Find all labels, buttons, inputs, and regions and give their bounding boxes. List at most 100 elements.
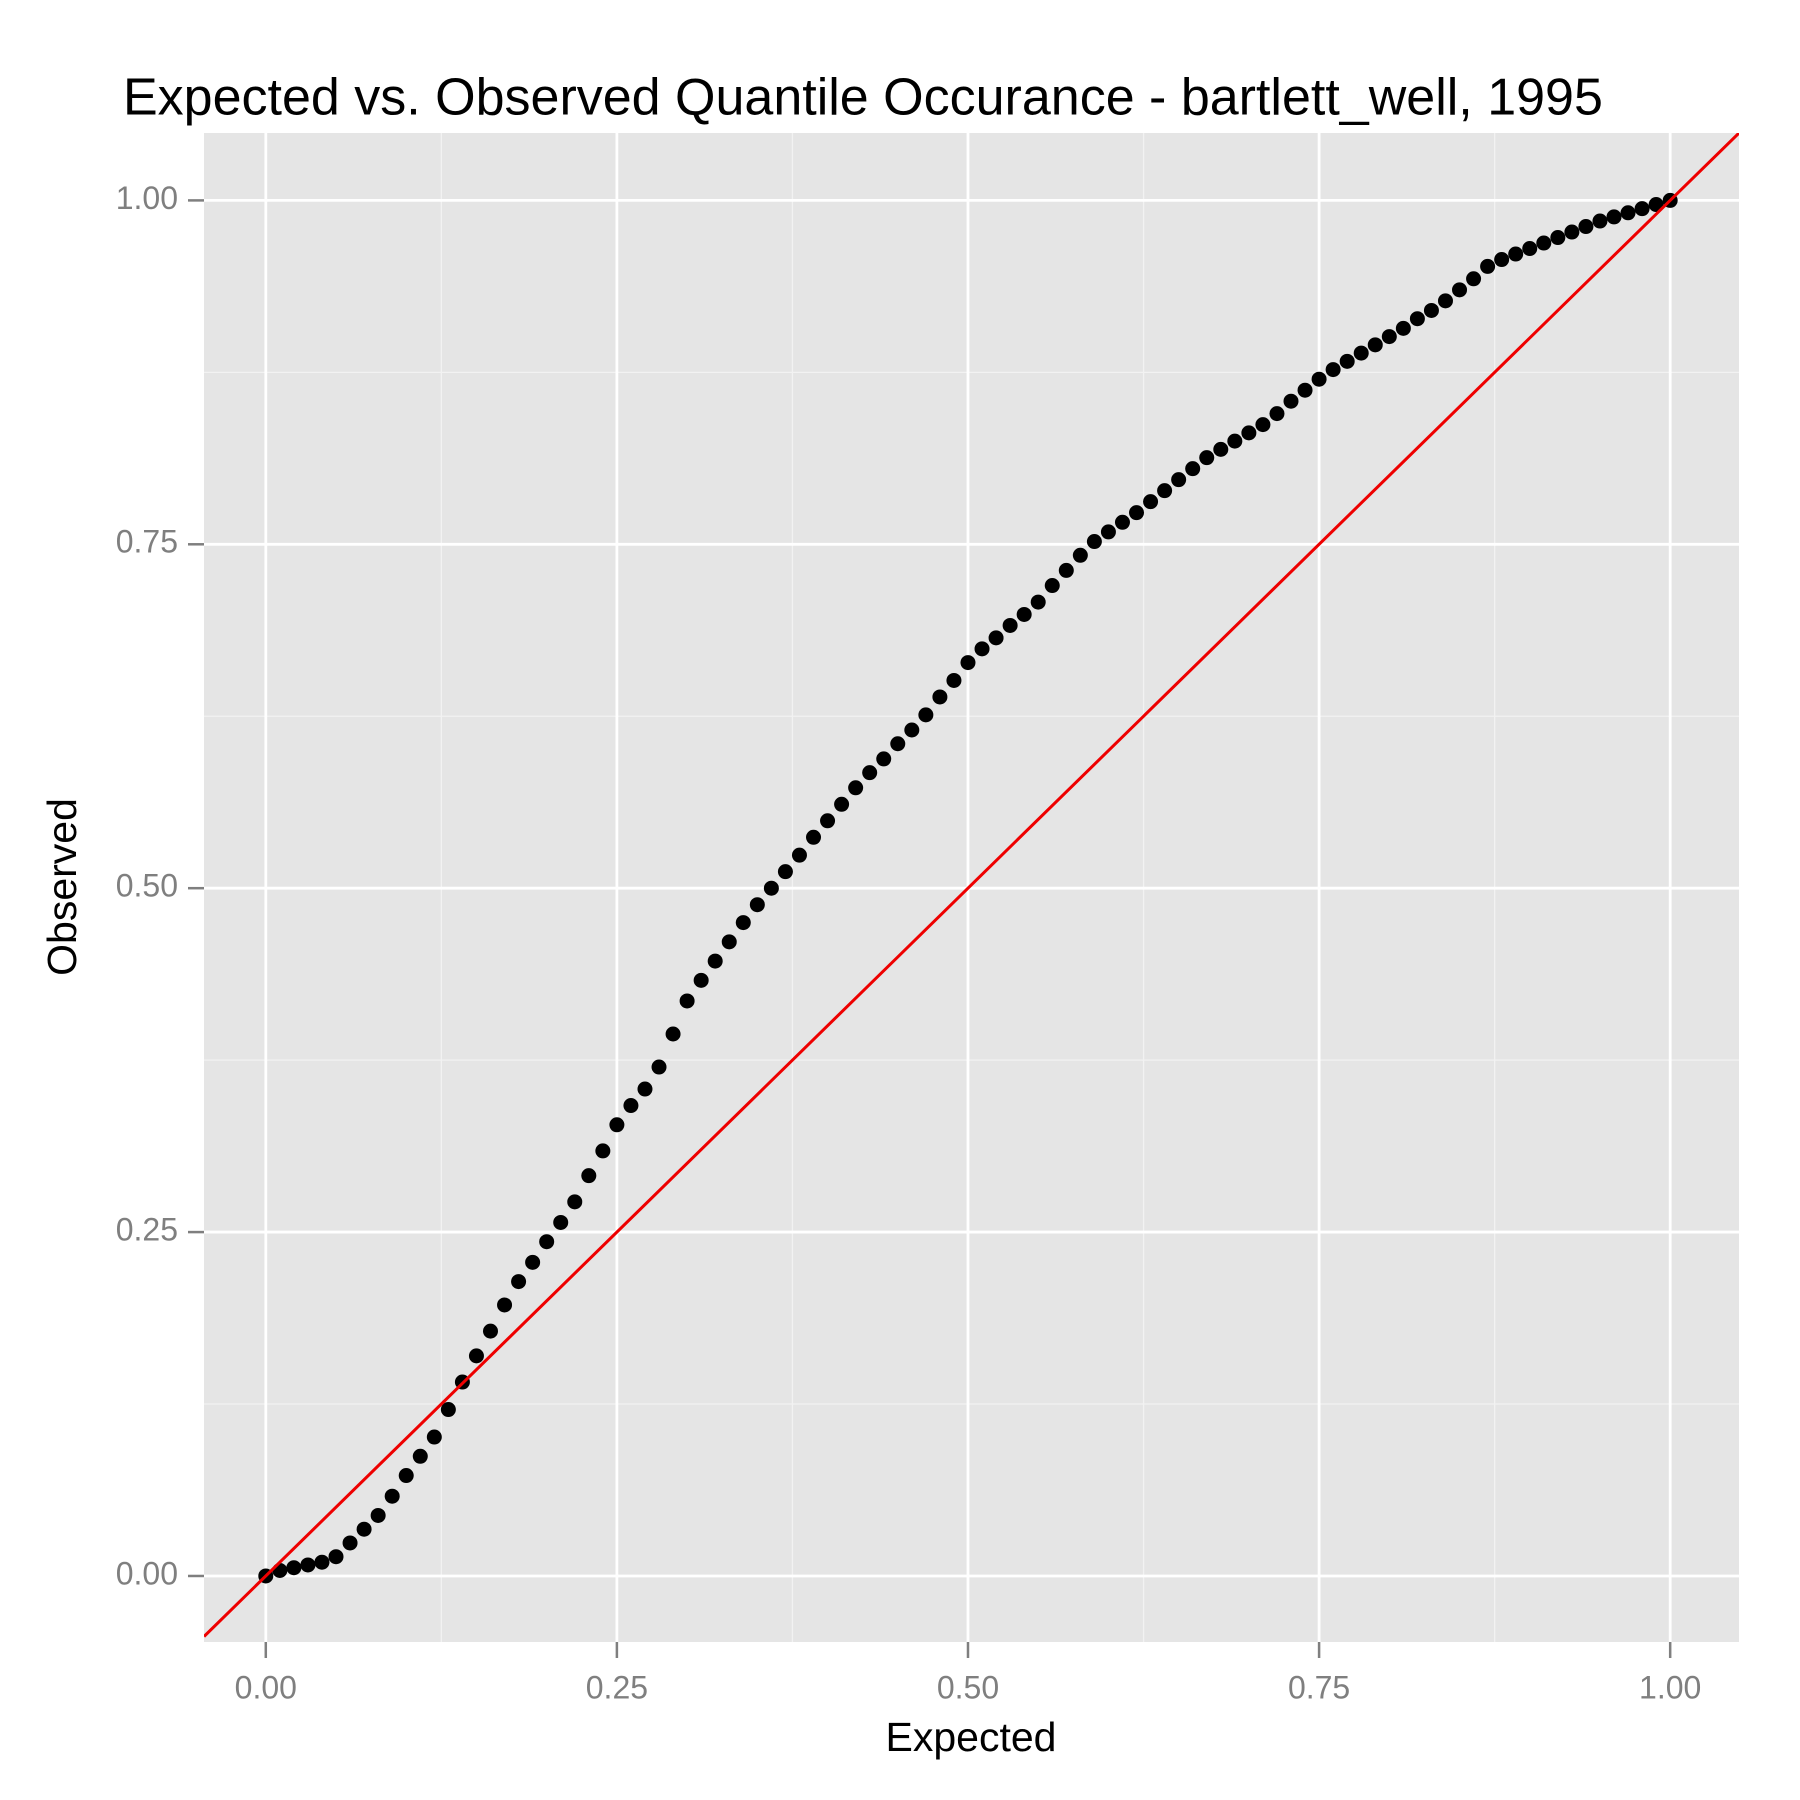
point: [1199, 450, 1215, 466]
point: [609, 1117, 625, 1133]
point: [553, 1214, 569, 1230]
point: [1114, 514, 1130, 530]
point: [749, 897, 765, 913]
point: [1002, 617, 1018, 633]
point: [890, 736, 906, 752]
point: [820, 813, 836, 829]
point: [1030, 594, 1046, 610]
point: [791, 847, 807, 863]
point: [300, 1557, 316, 1573]
x-axis-title: Expected: [886, 1714, 1057, 1760]
point: [1634, 201, 1650, 217]
point: [1522, 241, 1538, 257]
point: [370, 1507, 386, 1523]
point: [988, 630, 1004, 646]
point: [1241, 425, 1257, 441]
point: [693, 972, 709, 988]
point: [1072, 547, 1088, 563]
point: [567, 1194, 583, 1210]
point: [412, 1448, 428, 1464]
point: [525, 1254, 541, 1270]
point: [272, 1562, 288, 1578]
point: [848, 780, 864, 796]
x-tick-label: 1.00: [1639, 1669, 1701, 1705]
point: [581, 1168, 597, 1184]
point: [806, 829, 822, 845]
point: [1086, 534, 1102, 550]
point: [834, 796, 850, 812]
point: [679, 993, 695, 1009]
point: [1157, 483, 1173, 499]
point: [1143, 494, 1159, 510]
point: [1367, 337, 1383, 353]
point: [1452, 282, 1468, 298]
point: [763, 880, 779, 896]
reference-line: [204, 133, 1739, 1638]
point: [1044, 578, 1060, 594]
plot-layer: [204, 133, 1739, 1638]
y-tick-label: 1.00: [116, 180, 178, 216]
point: [1395, 320, 1411, 336]
point: [286, 1560, 302, 1576]
point: [468, 1348, 484, 1364]
point: [1185, 461, 1201, 477]
point: [1592, 213, 1608, 229]
point: [539, 1234, 555, 1250]
point: [637, 1081, 653, 1097]
y-tick-label: 0.25: [116, 1212, 178, 1248]
point: [1550, 230, 1566, 246]
point: [946, 672, 962, 688]
point: [1508, 246, 1524, 262]
point: [777, 864, 793, 880]
point: [342, 1535, 358, 1551]
point: [1480, 258, 1496, 274]
point: [735, 915, 751, 931]
point: [1171, 472, 1187, 488]
point: [314, 1554, 330, 1570]
point: [440, 1402, 456, 1418]
point: [918, 707, 934, 723]
point: [1536, 235, 1552, 251]
point: [328, 1549, 344, 1565]
x-tick-label: 0.00: [235, 1669, 297, 1705]
point: [1325, 362, 1341, 378]
point: [398, 1468, 414, 1484]
point: [974, 641, 990, 657]
point: [384, 1488, 400, 1504]
point: [1606, 209, 1622, 225]
point: [1339, 353, 1355, 369]
point: [1620, 205, 1636, 221]
point: [1311, 371, 1327, 387]
point: [1129, 505, 1145, 521]
point: [1016, 606, 1032, 622]
point: [497, 1297, 513, 1313]
point: [1437, 293, 1453, 309]
point: [1648, 197, 1664, 213]
point: [482, 1323, 498, 1339]
point: [1578, 219, 1594, 235]
point: [1353, 345, 1369, 361]
point: [1409, 311, 1425, 327]
point: [1269, 406, 1285, 422]
point: [1423, 302, 1439, 318]
point: [1564, 224, 1580, 240]
x-tick-label: 0.75: [1288, 1669, 1350, 1705]
y-tick-label: 0.50: [116, 868, 178, 904]
point: [876, 751, 892, 767]
y-tick-label: 0.75: [116, 524, 178, 560]
point: [904, 722, 920, 738]
point: [862, 765, 878, 781]
point: [665, 1026, 681, 1042]
point: [1213, 441, 1229, 457]
y-tick-label: 0.00: [116, 1555, 178, 1591]
y-axis-title: Observed: [39, 798, 85, 976]
point: [1466, 271, 1482, 287]
point: [1297, 382, 1313, 398]
point: [1255, 417, 1271, 433]
point: [707, 953, 723, 969]
point: [1283, 393, 1299, 409]
point: [1381, 329, 1397, 345]
x-tick-label: 0.50: [937, 1669, 999, 1705]
point: [1058, 562, 1074, 578]
